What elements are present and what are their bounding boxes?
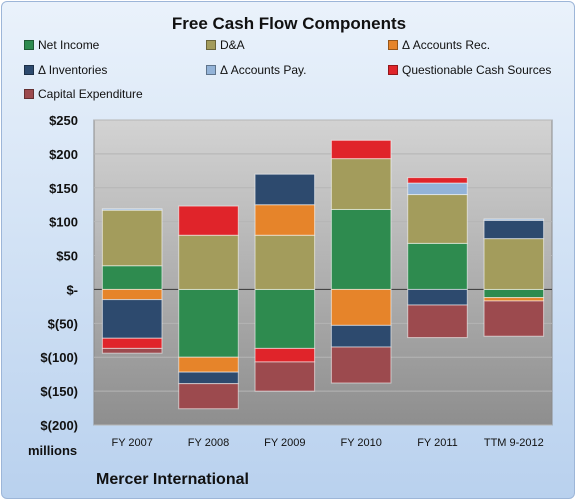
- bar-segment: [407, 194, 468, 244]
- bar-segment: [101, 288, 163, 301]
- bar-segment: [254, 234, 316, 290]
- y-tick-label: $150: [49, 181, 78, 196]
- y-tick-label: $100: [49, 215, 78, 230]
- bar-segment: [483, 300, 545, 337]
- y-tick-label: $(50): [48, 316, 78, 331]
- gridlines: [94, 119, 552, 426]
- legend-item-da: D&A: [206, 38, 245, 52]
- x-axis-ticks: FY 2007 FY 2008 FY 2009 FY 2010 FY 2011 TTM 9…: [111, 437, 543, 449]
- bar-segment: [178, 383, 239, 410]
- legend-item-net-income: Net Income: [24, 38, 100, 52]
- legend-swatch: [206, 40, 216, 50]
- bar-segment: [178, 205, 239, 236]
- bar-segment: [178, 288, 239, 358]
- bar-segment: [483, 238, 545, 290]
- bar-segment: [483, 219, 545, 240]
- legend-swatch: [24, 65, 34, 75]
- y-tick-label: $200: [49, 147, 78, 162]
- legend-label: D&A: [220, 38, 245, 52]
- legend-label: Questionable Cash Sources: [402, 63, 552, 77]
- x-tick-label: FY 2008: [188, 437, 229, 449]
- y-tick-label: $-: [66, 282, 78, 297]
- bars: [101, 139, 545, 410]
- bar-segment: [407, 304, 468, 339]
- legend-item-questionable: Questionable Cash Sources: [388, 63, 552, 77]
- bar-segment: [101, 337, 163, 349]
- x-tick-label: FY 2011: [417, 437, 458, 449]
- bar-segment: [178, 234, 239, 290]
- legend-swatch: [388, 40, 398, 50]
- x-tick-label: FY 2007: [111, 437, 152, 449]
- y-axis-ticks: $250 $200 $150 $100 $50 $- $(50) $(100) $(150) $(…: [40, 113, 78, 433]
- legend-swatch: [388, 65, 398, 75]
- y-tick-label: $(150): [40, 384, 78, 399]
- y-tick-label: $50: [56, 249, 78, 264]
- y-tick-label: $(100): [40, 350, 78, 365]
- chart-title: Free Cash Flow Components: [171, 14, 407, 33]
- legend-label: Capital Expenditure: [38, 87, 143, 101]
- bar-segment: [254, 173, 316, 206]
- bar-segment: [101, 209, 163, 267]
- legend-item-capex: Capital Expenditure: [24, 87, 143, 101]
- x-tick-label: TTM 9-2012: [484, 437, 544, 449]
- bar-segment: [483, 297, 545, 302]
- units-label: millions: [28, 443, 78, 458]
- bar-segment: [407, 242, 468, 290]
- bar-segment: [330, 208, 392, 290]
- bar-segment: [254, 361, 316, 392]
- legend-item-accounts-rec: Δ Accounts Rec.: [388, 38, 491, 52]
- legend-label: Δ Accounts Rec.: [402, 38, 491, 52]
- legend-item-inventories: Δ Inventories: [24, 63, 108, 77]
- bar-segment: [330, 158, 392, 210]
- plot-area: [93, 119, 553, 426]
- bar-segment: [330, 288, 392, 326]
- bar-segment: [407, 177, 468, 184]
- legend-label: Δ Accounts Pay.: [220, 63, 307, 77]
- bar-segment: [330, 139, 392, 160]
- bar-segment: [407, 288, 468, 306]
- x-tick-label: FY 2010: [340, 437, 381, 449]
- legend-swatch: [24, 89, 34, 99]
- legend-label: Net Income: [38, 38, 100, 52]
- bar-segment: [407, 182, 468, 196]
- bar-segment: [101, 265, 163, 290]
- bar-segment: [483, 288, 545, 299]
- legend-label: Δ Inventories: [38, 63, 108, 77]
- bar-segment: [101, 208, 163, 211]
- bar-segment: [254, 204, 316, 236]
- company-name: Mercer International: [96, 471, 249, 488]
- bar-segment: [254, 347, 316, 363]
- bar-segment: [254, 288, 316, 349]
- bar-segment: [178, 356, 239, 373]
- y-tick-label: $250: [49, 113, 78, 128]
- bar-segment: [101, 299, 163, 339]
- legend-swatch: [206, 65, 216, 75]
- bar-segment: [330, 346, 392, 384]
- bar-segment: [483, 218, 545, 221]
- legend-swatch: [24, 40, 34, 50]
- x-tick-label: FY 2009: [264, 437, 305, 449]
- bar-segment: [330, 324, 392, 348]
- bar-segment: [178, 371, 239, 385]
- y-tick-label: $(200): [40, 418, 78, 433]
- bar-segment: [101, 347, 163, 354]
- legend-item-accounts-pay: Δ Accounts Pay.: [206, 63, 307, 77]
